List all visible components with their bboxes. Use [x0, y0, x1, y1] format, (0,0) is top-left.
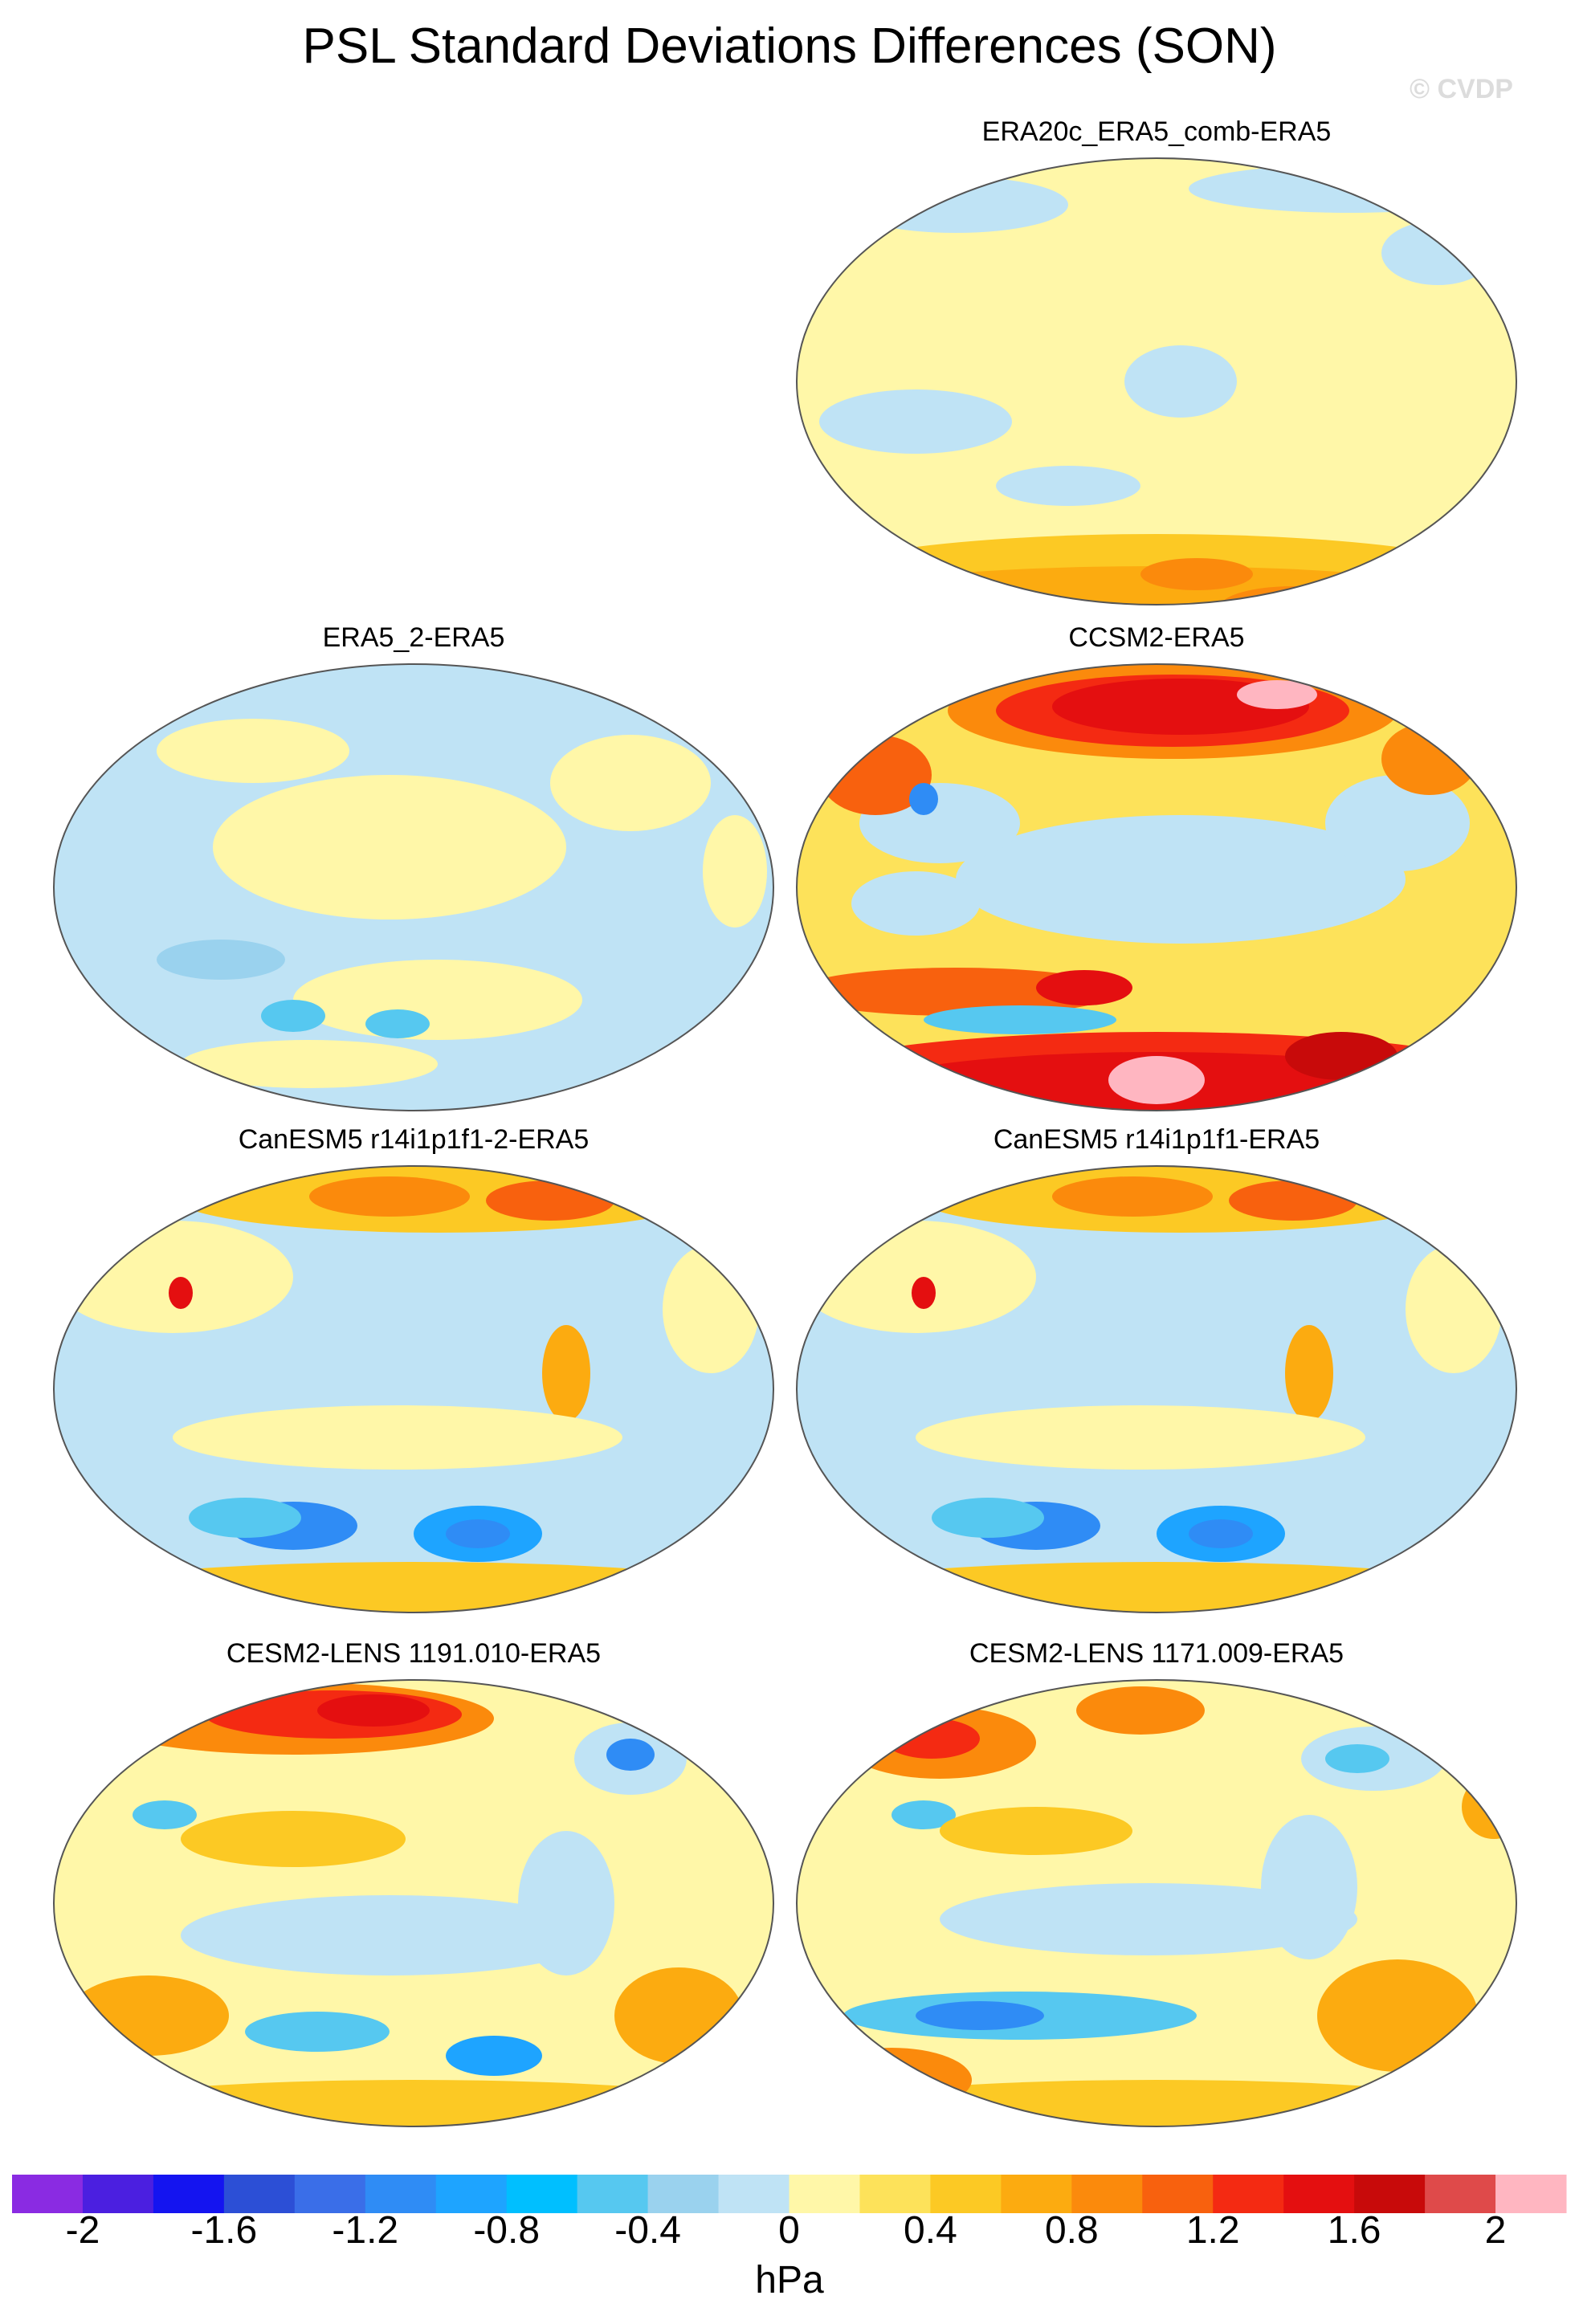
colorbar-segment: [365, 2175, 437, 2213]
colorbar-tick-label: 0.4: [904, 2209, 957, 2252]
watermark: © CVDP: [1410, 74, 1513, 104]
colorbar-tick-label: -1.2: [332, 2209, 399, 2252]
panel-title: CCSM2-ERA5: [1068, 622, 1245, 653]
panel-era5-2: ERA5_2-ERA5: [44, 622, 783, 1120]
colorbar-tick-label: -0.4: [614, 2209, 681, 2252]
colorbar-segment: [1142, 2175, 1214, 2213]
colorbar-tick-label: 1.6: [1327, 2209, 1381, 2252]
colorbar-segment: [718, 2175, 790, 2213]
colorbar-segment: [647, 2175, 720, 2213]
colorbar-segment: [789, 2175, 860, 2213]
map-canesm-2: [53, 1165, 774, 1613]
colorbar-segment: [859, 2175, 931, 2213]
map-ccsm2: [796, 663, 1517, 1111]
colorbar-tick-label: -1.6: [190, 2209, 258, 2252]
panel-title: CESM2-LENS 1191.010-ERA5: [226, 1638, 602, 1669]
panel-title: ERA5_2-ERA5: [322, 622, 505, 653]
colorbar-segment: [82, 2175, 154, 2213]
colorbar-tick-label: 0.8: [1044, 2209, 1099, 2252]
colorbar-segment: [1495, 2175, 1567, 2213]
colorbar-segment: [294, 2175, 366, 2213]
panel-title: CESM2-LENS 1171.009-ERA5: [969, 1638, 1344, 1669]
panel-cesm-1191: CESM2-LENS 1191.010-ERA5: [44, 1638, 783, 2136]
colorbar-tick-label: -0.8: [473, 2209, 541, 2252]
panel-ccsm2: CCSM2-ERA5: [787, 622, 1526, 1120]
colorbar-segment: [435, 2175, 508, 2213]
colorbar-tick-label: -2: [65, 2209, 100, 2252]
panel-canesm-2: CanESM5 r14i1p1f1-2-ERA5: [44, 1124, 783, 1622]
colorbar-segment: [1213, 2175, 1284, 2213]
colorbar-tick-label: 1.2: [1185, 2209, 1240, 2252]
panel-era20c: ERA20c_ERA5_comb-ERA5: [787, 116, 1526, 614]
panel-cesm-1171: CESM2-LENS 1171.009-ERA5: [787, 1638, 1526, 2136]
colorbar-segments: [12, 2175, 1567, 2213]
panel-canesm: CanESM5 r14i1p1f1-ERA5: [787, 1124, 1526, 1622]
colorbar-segment: [1001, 2175, 1072, 2213]
colorbar-segment: [1283, 2175, 1355, 2213]
map-era20c: [796, 157, 1517, 605]
colorbar-segment: [1425, 2175, 1496, 2213]
colorbar-segment: [577, 2175, 649, 2213]
colorbar-tick-label: 2: [1484, 2209, 1507, 2252]
panel-title: CanESM5 r14i1p1f1-ERA5: [993, 1124, 1320, 1155]
map-cesm-1171: [796, 1679, 1517, 2127]
panel-title: CanESM5 r14i1p1f1-2-ERA5: [238, 1124, 590, 1155]
panel-title: ERA20c_ERA5_comb-ERA5: [981, 116, 1332, 147]
colorbar-segment: [12, 2175, 84, 2213]
colorbar-segment: [930, 2175, 1002, 2213]
colorbar-segment: [506, 2175, 578, 2213]
figure-title: PSL Standard Deviations Differences (SON…: [302, 18, 1277, 74]
map-border: [796, 157, 1517, 605]
map-canesm: [796, 1165, 1517, 1613]
colorbar-segment: [223, 2175, 296, 2213]
colorbar-segment: [153, 2175, 225, 2213]
map-era5-2: [53, 663, 774, 1111]
map-cesm-1191: [53, 1679, 774, 2127]
colorbar-segment: [1071, 2175, 1143, 2213]
colorbar-segment: [1354, 2175, 1426, 2213]
colorbar-unit: hPa: [755, 2259, 824, 2302]
colorbar-tick-label: 0: [778, 2209, 800, 2252]
